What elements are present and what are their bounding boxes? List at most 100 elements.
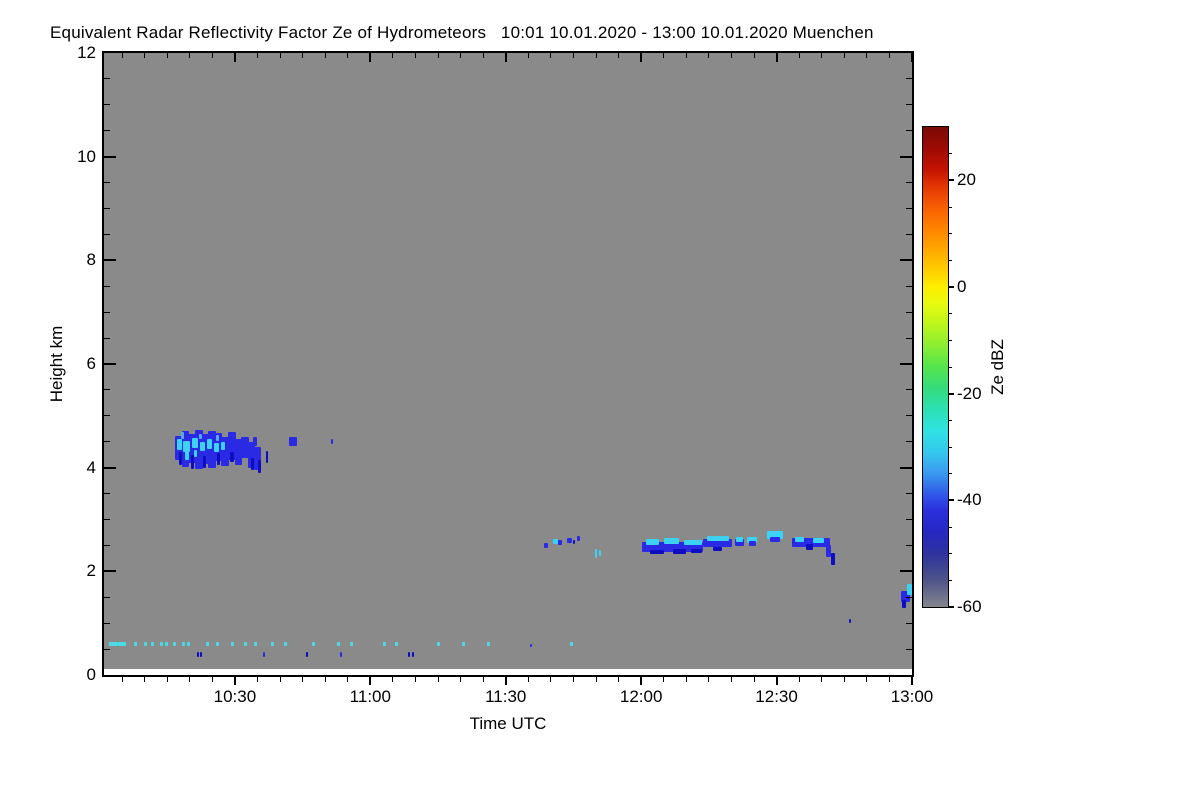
x-minor-tick-bottom (256, 677, 258, 682)
reflectivity-patch-near_surface_specks (144, 642, 148, 646)
reflectivity-patch-near_surface_specks (407, 652, 411, 658)
reflectivity-patch-cloud_layer_4km_1017_1036 (257, 459, 262, 473)
x-minor-tick-bottom (166, 677, 168, 682)
y-minor-tick-right (906, 544, 912, 546)
y-minor-tick-right (906, 233, 912, 235)
reflectivity-patch-near_surface_specks (336, 642, 341, 646)
y-tick-label: 8 (86, 250, 96, 270)
reflectivity-patch-near_surface_specks (284, 642, 288, 646)
x-minor-tick-top (730, 53, 732, 58)
x-minor-tick-bottom (550, 677, 552, 682)
reflectivity-patch-near_surface_specks (305, 652, 309, 658)
reflectivity-patch-cloud_layer_2p5km_1140_1243 (642, 542, 703, 552)
reflectivity-patch-cloud_layer_2p5km_1140_1243 (650, 549, 664, 555)
reflectivity-patch-cloud_layer_2p5km_1140_1243 (706, 536, 730, 542)
x-minor-tick-top (753, 53, 755, 58)
x-minor-tick-bottom (663, 677, 665, 682)
reflectivity-patch-cloud_layer_4km_1017_1036 (190, 454, 194, 469)
reflectivity-patch-near_surface_specks (486, 642, 490, 646)
x-minor-tick-bottom (279, 677, 281, 682)
reflectivity-patch-cloud_layer_2p5km_1140_1243 (794, 537, 804, 543)
y-axis-title: Height km (47, 325, 66, 403)
reflectivity-patch-cloud_layer_2p5km_1140_1243 (672, 549, 687, 554)
x-minor-tick-top (144, 53, 146, 58)
reflectivity-patch-near_surface_specks (118, 641, 127, 646)
reflectivity-patch-near_surface_specks (160, 642, 164, 646)
x-minor-tick-top (572, 53, 574, 58)
y-tick-left (104, 155, 116, 158)
y-tick-left (104, 466, 116, 469)
y-minor-tick-left (104, 544, 110, 546)
x-tick-bottom (369, 677, 372, 685)
x-tick-label: 12:30 (755, 687, 798, 706)
reflectivity-patch-cloud_layer_4km_1017_1036 (221, 436, 230, 467)
y-minor-tick-right (906, 208, 912, 209)
reflectivity-patch-cloud_layer_2p5km_1140_1243 (684, 540, 703, 546)
y-tick-label: 4 (86, 457, 96, 477)
reflectivity-patch-near_surface_specks (383, 642, 387, 646)
x-tick-top (911, 53, 913, 62)
reflectivity-patch-near_surface_specks (182, 642, 186, 646)
reflectivity-patch-cloud_layer_4km_1017_1036 (241, 436, 249, 459)
x-tick-top (369, 53, 372, 62)
y-tick-right (900, 363, 912, 365)
y-tick-left (104, 363, 116, 365)
x-minor-tick-top (821, 53, 823, 58)
colorbar-title: Ze dBZ (988, 339, 1007, 395)
x-minor-tick-bottom (482, 677, 484, 682)
x-tick-top (640, 53, 643, 62)
x-tick-bottom (504, 677, 507, 685)
reflectivity-patch-cloud_layer_2p5km_1140_1243 (645, 539, 660, 546)
y-minor-tick-left (104, 311, 110, 313)
y-minor-tick-right (906, 519, 912, 520)
colorbar-tick-label: 20 (957, 170, 976, 190)
x-minor-tick-top (843, 53, 845, 58)
reflectivity-patch-near_surface_specks (230, 642, 234, 646)
x-minor-tick-bottom (324, 677, 326, 682)
x-minor-tick-bottom (798, 677, 800, 682)
y-minor-tick-right (906, 285, 912, 287)
x-minor-tick-bottom (460, 677, 462, 682)
reflectivity-patch-near_surface_specks (271, 642, 275, 646)
colorbar-tick-label: -20 (957, 383, 982, 403)
colorbar-minor-tick (948, 366, 952, 368)
x-minor-tick-bottom (121, 677, 123, 682)
y-minor-tick-right (906, 130, 912, 132)
reflectivity-patch-cloud_layer_2p5km_1140_1243 (690, 548, 703, 553)
reflectivity-patch-cloud_layer_4km_1017_1036 (228, 432, 236, 460)
y-tick-right (900, 466, 912, 469)
y-tick-right (900, 155, 912, 158)
x-minor-tick-top (392, 53, 394, 58)
y-minor-tick-left (104, 130, 110, 132)
reflectivity-patch-isolated_specks_4km (330, 439, 334, 445)
reflectivity-patch-near_surface_specks (262, 652, 266, 658)
reflectivity-patch-near_surface_specks (173, 642, 177, 646)
reflectivity-patch-near_surface_specks (206, 642, 210, 646)
x-minor-tick-bottom (347, 677, 349, 682)
x-tick-label: 13:00 (890, 687, 934, 706)
reflectivity-patch-isolated_specks_4km (265, 451, 269, 464)
reflectivity-patch-near_surface_specks (530, 643, 532, 647)
reflectivity-patch-cloud_layer_2p5km_1140_1243 (748, 541, 756, 547)
reflectivity-patch-cloud_layer_2p5km_1140_1243 (558, 540, 563, 546)
y-minor-tick-left (104, 622, 110, 624)
y-minor-tick-right (906, 182, 912, 184)
reflectivity-patch-cloud_layer_4km_1017_1036 (194, 449, 197, 458)
x-minor-tick-bottom (618, 677, 620, 682)
y-minor-tick-left (104, 389, 110, 391)
reflectivity-patch-cloud_layer_4km_1017_1036 (180, 432, 184, 440)
y-tick-label: 6 (86, 354, 96, 373)
x-minor-tick-bottom (302, 677, 304, 682)
colorbar-tick (948, 499, 954, 502)
reflectivity-patch-near_surface_specks (437, 642, 441, 646)
x-minor-tick-bottom (572, 677, 574, 682)
colorbar-minor-tick (948, 313, 952, 315)
colorbar-minor-tick (948, 153, 952, 155)
reflectivity-patch-cloud_layer_2p5km_1140_1243 (553, 539, 558, 545)
x-minor-tick-bottom (414, 677, 416, 682)
reflectivity-patch-near_surface_specks (108, 641, 118, 646)
y-minor-tick-left (104, 415, 110, 417)
y-minor-tick-right (906, 337, 912, 339)
colorbar-minor-tick (948, 206, 952, 208)
reflectivity-patch-isolated_specks_4km (253, 436, 257, 446)
